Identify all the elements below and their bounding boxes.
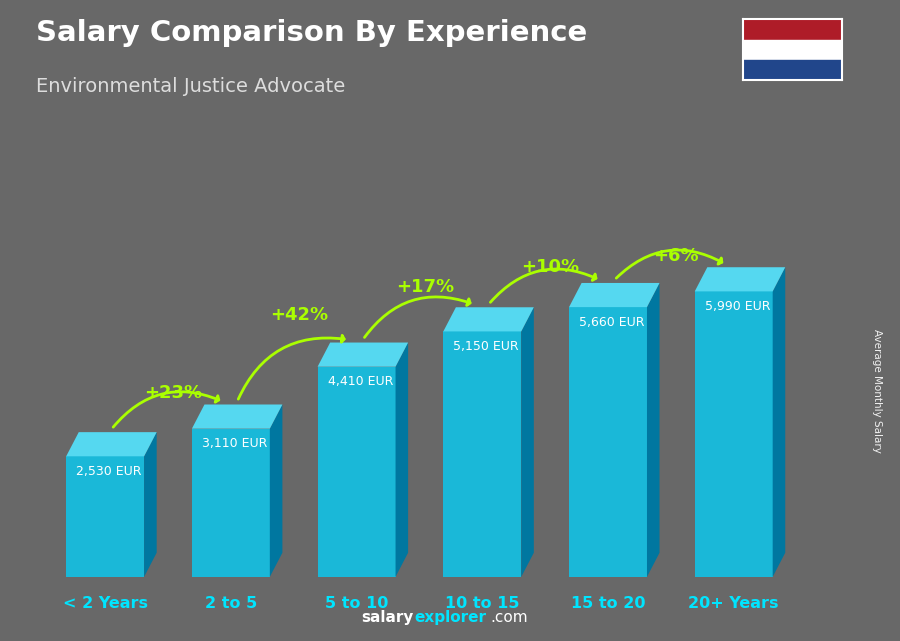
Polygon shape [695,267,786,292]
Text: +6%: +6% [653,247,699,265]
Text: 3,110 EUR: 3,110 EUR [202,437,267,450]
Polygon shape [569,283,660,307]
Polygon shape [395,342,408,577]
Text: +17%: +17% [396,278,454,296]
Polygon shape [318,342,408,367]
Text: explorer: explorer [414,610,486,625]
Text: +23%: +23% [144,385,202,403]
Bar [742,40,842,60]
Bar [444,331,521,577]
Polygon shape [270,404,283,577]
Bar [318,367,395,577]
Text: 5,660 EUR: 5,660 EUR [579,316,644,329]
Bar [192,429,270,577]
Text: Salary Comparison By Experience: Salary Comparison By Experience [36,19,587,47]
Polygon shape [67,432,157,456]
Text: salary: salary [362,610,414,625]
Text: 4,410 EUR: 4,410 EUR [328,375,393,388]
Bar [67,456,144,577]
Polygon shape [444,307,534,331]
Polygon shape [647,283,660,577]
Polygon shape [521,307,534,577]
Text: 5,990 EUR: 5,990 EUR [705,300,770,313]
Text: .com: .com [491,610,528,625]
Polygon shape [773,267,786,577]
Bar [569,307,647,577]
Text: +42%: +42% [270,306,328,324]
Text: 2,530 EUR: 2,530 EUR [76,465,141,478]
Bar [695,292,773,577]
Bar [742,19,842,40]
Polygon shape [192,404,283,429]
Text: Environmental Justice Advocate: Environmental Justice Advocate [36,77,346,96]
Text: Average Monthly Salary: Average Monthly Salary [872,329,883,453]
Polygon shape [144,432,157,577]
Bar [742,60,842,80]
Text: +10%: +10% [521,258,580,276]
Text: 5,150 EUR: 5,150 EUR [454,340,519,353]
